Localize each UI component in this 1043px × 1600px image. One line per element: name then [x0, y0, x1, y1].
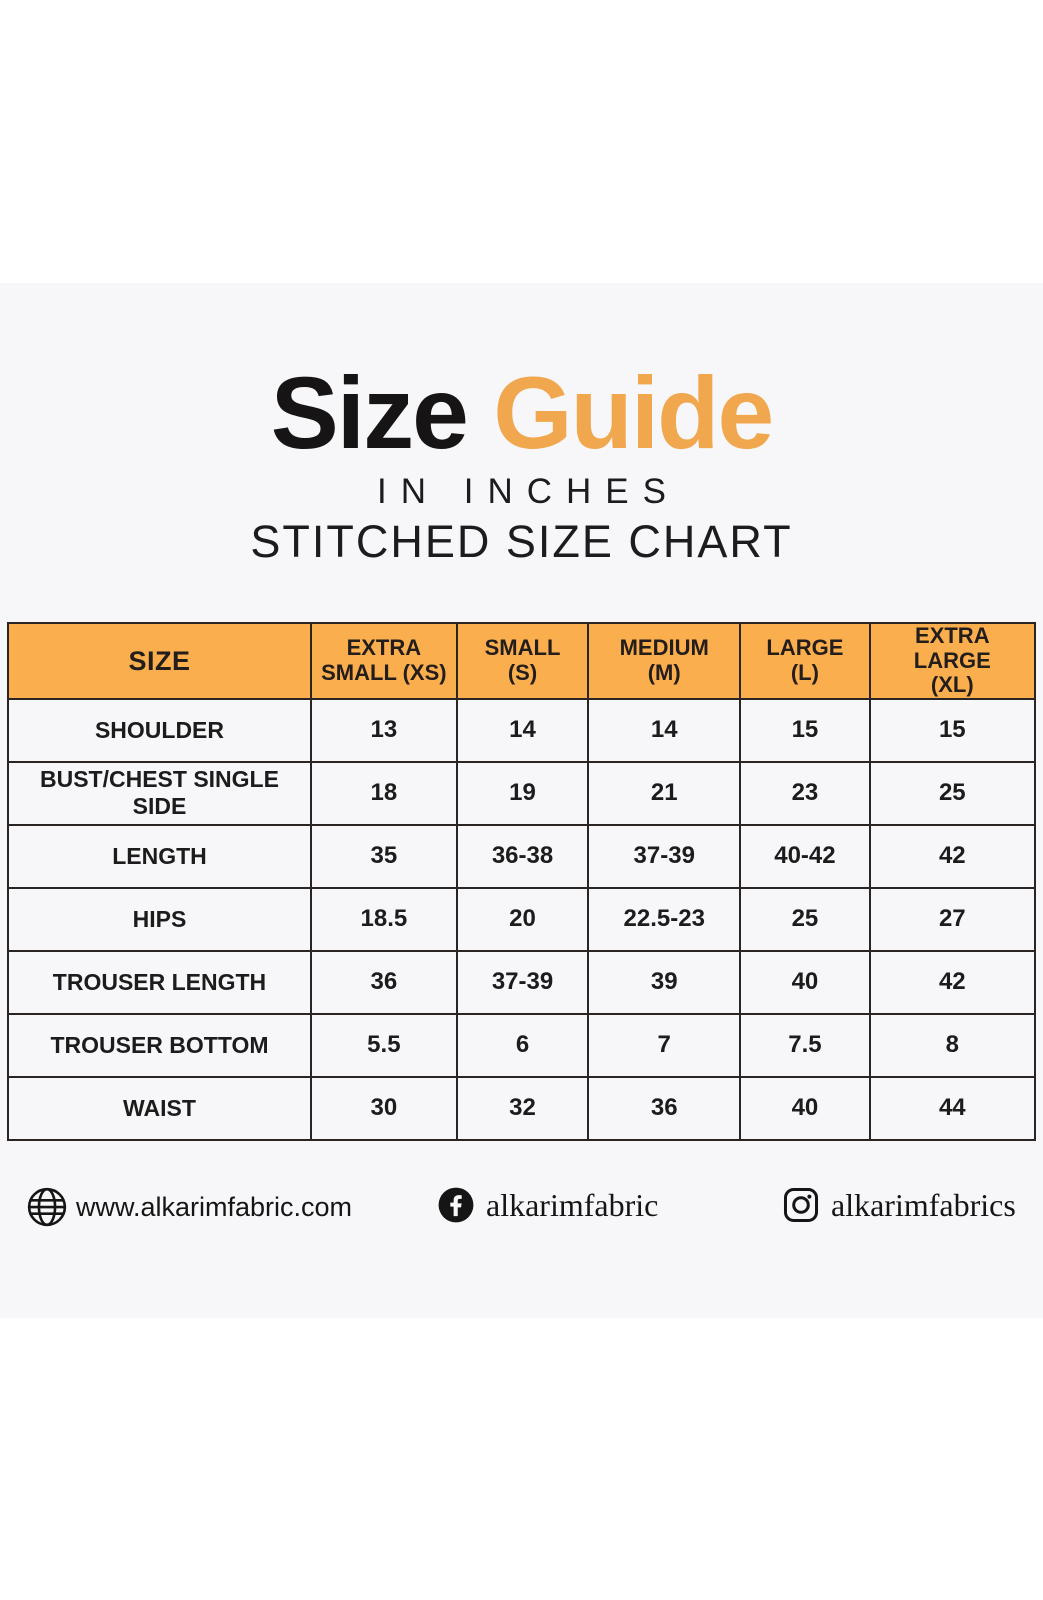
cell-value: 32: [455, 1075, 590, 1141]
cell-value: 40: [739, 949, 871, 1015]
instagram-handle: alkarimfabrics: [831, 1186, 1016, 1223]
size-chart-table: SIZE EXTRA SMALL (XS) SMALL (S) MEDIUM (M) …: [7, 622, 1037, 1141]
cell-value: 40: [739, 1075, 871, 1141]
cell-value: 36-38: [455, 823, 590, 889]
row-label: BUST/CHEST SINGLE SIDE: [7, 760, 312, 826]
row-label: TROUSER LENGTH: [7, 949, 312, 1015]
page-title: Size Guide: [0, 362, 1043, 464]
footer: www.alkarimfabric.com alkarimfabric alka…: [0, 1186, 1043, 1232]
cell-value: 39: [587, 949, 742, 1015]
table-row-waist: WAIST 30 32 36 40 44: [7, 1075, 1037, 1141]
cell-value: 37-39: [587, 823, 742, 889]
cell-value: 15: [868, 697, 1037, 763]
col-header-size: SIZE: [7, 622, 312, 700]
row-label: SHOULDER: [7, 697, 312, 763]
cell-value: 30: [309, 1075, 458, 1141]
instagram-icon: [783, 1187, 819, 1223]
cell-value: 42: [868, 949, 1037, 1015]
col-header-small: SMALL (S): [455, 622, 590, 700]
table-row-length: LENGTH 35 36-38 37-39 40-42 42: [7, 823, 1037, 889]
subtitle-chart: STITCHED SIZE CHART: [250, 516, 793, 567]
cell-value: 36: [309, 949, 458, 1015]
cell-value: 22.5-23: [587, 886, 742, 952]
cell-value: 40-42: [739, 823, 871, 889]
facebook-link[interactable]: alkarimfabric: [437, 1186, 658, 1224]
globe-icon: [27, 1187, 67, 1227]
cell-value: 18: [309, 760, 458, 826]
website-link[interactable]: www.alkarimfabric.com: [26, 1186, 352, 1228]
cell-value: 21: [587, 760, 742, 826]
row-label: TROUSER BOTTOM: [7, 1012, 312, 1078]
cell-value: 15: [739, 697, 871, 763]
row-label: WAIST: [7, 1075, 312, 1141]
row-label: HIPS: [7, 886, 312, 952]
table-row-trouser-length: TROUSER LENGTH 36 37-39 39 40 42: [7, 949, 1037, 1015]
facebook-icon: [438, 1187, 474, 1223]
table-row-hips: HIPS 18.5 20 22.5-23 25 27: [7, 886, 1037, 952]
cell-value: 27: [868, 886, 1037, 952]
instagram-link[interactable]: alkarimfabrics: [782, 1186, 1016, 1224]
cell-value: 5.5: [309, 1012, 458, 1078]
title-block: Size Guide IN INCHES STITCHED SIZE CHART: [0, 362, 1043, 568]
col-header-extra-small: EXTRA SMALL (XS): [309, 622, 458, 700]
cell-value: 23: [739, 760, 871, 826]
cell-value: 25: [868, 760, 1037, 826]
cell-value: 36: [587, 1075, 742, 1141]
cell-value: 14: [587, 697, 742, 763]
facebook-handle: alkarimfabric: [486, 1186, 659, 1223]
cell-value: 37-39: [455, 949, 590, 1015]
cell-value: 8: [868, 1012, 1037, 1078]
cell-value: 25: [739, 886, 871, 952]
cell-value: 18.5: [309, 886, 458, 952]
cell-value: 35: [309, 823, 458, 889]
col-header-medium: MEDIUM (M): [587, 622, 742, 700]
title-word-guide: Guide: [493, 356, 774, 470]
cell-value: 19: [455, 760, 590, 826]
title-word-size: Size: [270, 356, 469, 470]
cell-value: 44: [868, 1075, 1037, 1141]
table-row-bust-chest: BUST/CHEST SINGLE SIDE 18 19 21 23 25: [7, 760, 1037, 826]
cell-value: 6: [455, 1012, 590, 1078]
col-header-extra-large: EXTRA LARGE (XL): [868, 622, 1037, 700]
cell-value: 14: [455, 697, 590, 763]
subtitle-units: IN INCHES: [377, 472, 680, 511]
table-row-shoulder: SHOULDER 13 14 14 15 15: [7, 697, 1037, 763]
cell-value: 7: [587, 1012, 742, 1078]
col-header-large: LARGE (L): [739, 622, 871, 700]
table-header-row: SIZE EXTRA SMALL (XS) SMALL (S) MEDIUM (M) …: [7, 622, 1037, 700]
cell-value: 7.5: [739, 1012, 871, 1078]
row-label: LENGTH: [7, 823, 312, 889]
cell-value: 13: [309, 697, 458, 763]
cell-value: 20: [455, 886, 590, 952]
cell-value: 42: [868, 823, 1037, 889]
website-url: www.alkarimfabric.com: [76, 1191, 353, 1222]
table-row-trouser-bottom: TROUSER BOTTOM 5.5 6 7 7.5 8: [7, 1012, 1037, 1078]
